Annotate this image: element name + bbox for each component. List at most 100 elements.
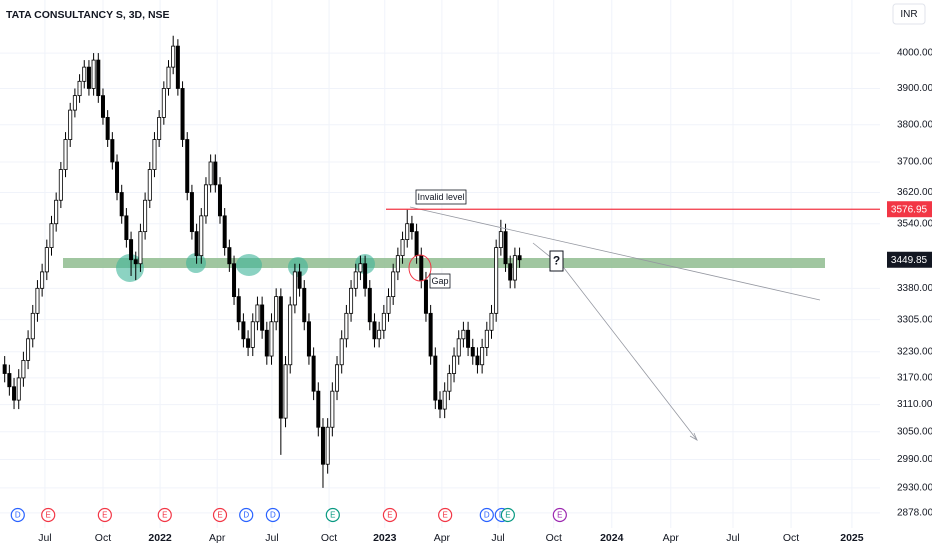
event-marker	[212, 507, 228, 523]
event-label: E	[102, 511, 107, 520]
candle-body	[35, 287, 40, 314]
event-marker	[97, 507, 112, 523]
candle-body	[489, 312, 494, 331]
candle-body	[227, 247, 232, 265]
candle-body	[250, 321, 255, 348]
candle-body	[58, 169, 63, 201]
candle-body	[428, 312, 433, 357]
chart-title: TATA CONSULTANCY S, 3D, NSE	[6, 9, 170, 21]
annotation: Invalid level	[417, 192, 464, 202]
candle-body	[105, 117, 110, 140]
candle-body	[325, 426, 330, 465]
last-price-bg	[887, 251, 932, 268]
annotation: ?	[553, 254, 560, 268]
y-tick-label: 3620.00	[897, 187, 932, 198]
candle-body	[185, 139, 190, 193]
y-tick-label: 4000.00	[897, 48, 932, 59]
currency-button[interactable]	[892, 3, 926, 25]
event-marker	[265, 507, 280, 523]
event-label: E	[442, 511, 447, 520]
event-label: D	[270, 511, 276, 520]
candle-body	[222, 215, 227, 248]
event-marker	[10, 507, 25, 523]
candle-body	[269, 321, 274, 357]
candle-body	[316, 390, 321, 428]
candle-body	[335, 364, 340, 392]
candle-body	[508, 263, 513, 281]
event-label: E	[46, 511, 51, 520]
candle-body	[381, 312, 386, 331]
candle-body	[68, 109, 73, 140]
event-label: D	[243, 511, 249, 520]
candle-body	[330, 390, 335, 428]
candle-body	[278, 296, 283, 419]
candle-body	[466, 329, 471, 348]
last-price-label: 3449.85	[891, 255, 928, 266]
candle-body	[91, 59, 96, 89]
projection-arrow	[532, 242, 698, 441]
candle-body	[236, 296, 241, 323]
candle-body	[194, 231, 199, 257]
candle-body	[49, 223, 54, 248]
candle-body	[21, 359, 26, 379]
event-label: E	[387, 511, 392, 520]
candle-body	[358, 263, 363, 273]
candle-body	[171, 45, 176, 68]
x-tick-label: Apr	[663, 532, 680, 544]
support-zone	[63, 258, 825, 268]
annotation: Gap	[431, 276, 448, 286]
candle-body	[297, 271, 302, 289]
trend-line	[409, 206, 821, 301]
event-label: E	[557, 511, 562, 520]
y-tick-label: 3700.00	[897, 157, 932, 168]
candle-body	[147, 169, 152, 201]
candle-body	[86, 66, 91, 89]
candle-body	[213, 161, 218, 186]
event-label: E	[330, 511, 335, 520]
candle-body	[199, 215, 204, 257]
candle-body	[363, 263, 368, 289]
y-tick-label: 3050.00	[897, 426, 932, 437]
level-label: 3576.95	[891, 204, 928, 215]
candle-body	[96, 59, 101, 97]
candle-body	[157, 117, 162, 140]
candle-body	[12, 386, 17, 401]
x-tick-label: Jul	[38, 532, 51, 544]
candles	[2, 35, 522, 488]
candle-body	[208, 161, 213, 186]
x-tick-label: 2025	[840, 532, 864, 544]
candle-body	[72, 95, 77, 111]
overlay: 4000.00 3900.00 3800.00 3700.00 3620.00 3540.…	[10, 48, 932, 544]
x-tick-label: Jul	[726, 532, 739, 544]
event-marker	[438, 507, 453, 523]
candle-body	[349, 287, 354, 314]
y-tick-label: 3380.00	[897, 283, 932, 294]
candle-body	[517, 255, 522, 261]
x-tick-label: 2022	[148, 532, 172, 544]
x-tick-label: 2023	[373, 532, 397, 544]
candle-body	[461, 329, 466, 340]
candle-body	[40, 271, 45, 289]
candle-body	[372, 321, 377, 340]
y-tick-label: 3170.00	[897, 373, 932, 384]
event-label: D	[15, 511, 21, 520]
candle-body	[246, 338, 251, 348]
candle-body	[367, 287, 372, 323]
candle-body	[274, 296, 279, 323]
event-label: D	[484, 511, 490, 520]
candle-body	[283, 364, 288, 419]
candle-body	[400, 239, 405, 257]
candle-body	[100, 95, 105, 118]
candle-body	[119, 192, 124, 217]
x-tick-label: Oct	[321, 532, 337, 544]
candle-body	[503, 231, 508, 265]
candle-body	[232, 263, 237, 298]
candle-body	[512, 255, 517, 281]
x-tick-label: Oct	[95, 532, 111, 544]
candle-body	[302, 287, 307, 323]
y-tick-label: 3230.00	[897, 346, 932, 357]
candle-body	[129, 239, 134, 261]
candle-body	[494, 247, 499, 314]
candle-body	[377, 329, 382, 340]
